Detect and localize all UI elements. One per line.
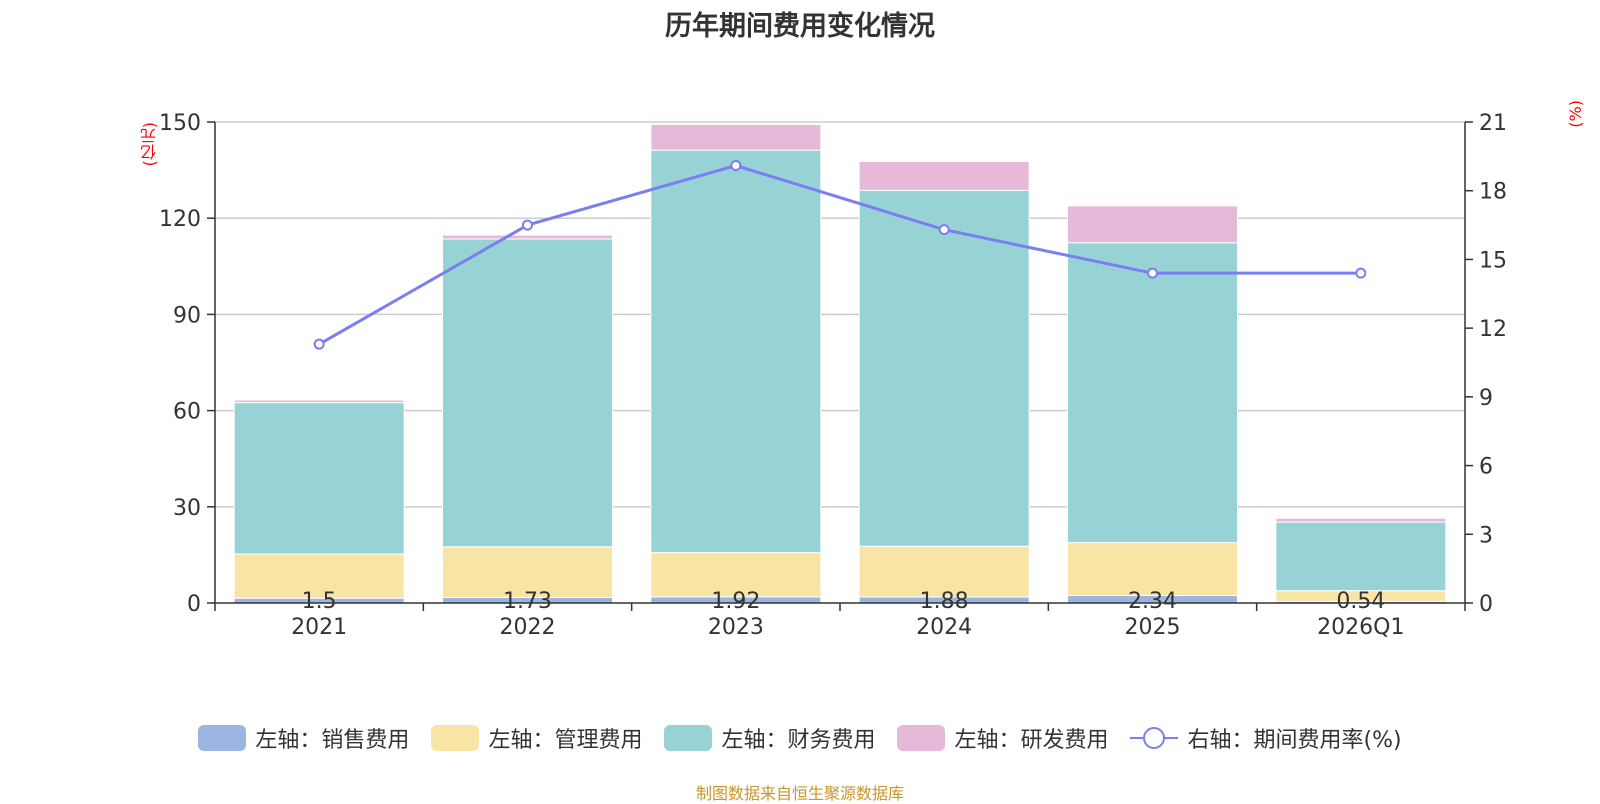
line-point (1147, 267, 1158, 279)
legend-swatch-rnd (897, 725, 946, 751)
right-axis-tick-label: 21 (1479, 111, 1507, 136)
left-axis-tick-label: 30 (173, 496, 201, 521)
x-axis-tick-label: 2026Q1 (1317, 615, 1404, 640)
bar-segment (233, 553, 405, 599)
legend-item-rnd[interactable]: 左轴：研发费用 (897, 722, 1108, 754)
x-axis-tick-label: 2023 (708, 615, 764, 640)
right-axis-tick-label: 9 (1479, 386, 1493, 411)
bar-segment (233, 399, 405, 404)
data-label: 1.73 (503, 589, 552, 614)
left-axis-tick-label: 120 (159, 207, 201, 232)
legend-item-admin[interactable]: 左轴：管理费用 (431, 722, 642, 754)
x-axis-tick-label: 2025 (1125, 615, 1181, 640)
left-axis-tick-label: 150 (159, 111, 201, 136)
bar-segment (1067, 205, 1238, 244)
line-point (938, 224, 950, 236)
bar-segment (858, 189, 1030, 547)
data-label: 2.34 (1128, 589, 1177, 614)
bar-segment (650, 149, 822, 554)
bar-segment (1275, 517, 1447, 523)
legend-swatch-sales (198, 725, 247, 751)
legend: 左轴：销售费用 左轴：管理费用 左轴：财务费用 左轴：研发费用 右轴：期间费用率… (0, 722, 1600, 754)
legend-item-expense-ratio[interactable]: 右轴：期间费用率(%) (1130, 722, 1402, 754)
bar-segment (650, 124, 822, 151)
x-axis-tick-label: 2021 (291, 615, 347, 640)
bar-segment (858, 545, 1030, 598)
legend-swatch-finance (664, 725, 713, 751)
right-axis-tick-label: 18 (1479, 180, 1507, 205)
bar-segment (1275, 521, 1447, 592)
chart-title: 历年期间费用变化情况 (665, 11, 935, 42)
right-axis-tick-label: 15 (1479, 248, 1507, 273)
legend-label-expense-ratio: 右轴：期间费用率(%) (1187, 728, 1402, 753)
right-axis-tick-label: 6 (1479, 455, 1493, 480)
right-axis-tick-label: 3 (1479, 523, 1493, 548)
bar-segment (442, 238, 613, 548)
bar-segment (650, 552, 822, 598)
legend-line-marker-icon (1130, 727, 1179, 749)
legend-label-sales: 左轴：销售费用 (255, 728, 410, 753)
legend-item-finance[interactable]: 左轴：财务费用 (664, 722, 875, 754)
bar-segment (1067, 242, 1238, 544)
legend-item-sales[interactable]: 左轴：销售费用 (198, 722, 409, 754)
left-axis-tick-label: 0 (187, 592, 201, 617)
data-label: 0.54 (1336, 589, 1385, 614)
legend-label-rnd: 左轴：研发费用 (954, 728, 1109, 753)
data-label: 1.88 (920, 589, 969, 614)
line-point (730, 160, 742, 172)
bar-segment (1067, 542, 1238, 596)
line-point (1355, 267, 1367, 279)
left-axis-tick-label: 90 (173, 303, 201, 328)
chart-canvas: 0 30 60 90 120 150 0 3 6 9 12 15 18 21 2021 2022 2023 202… (159, 111, 1507, 640)
source-note: 制图数据来自恒生聚源数据库 (695, 784, 904, 803)
legend-swatch-admin (431, 725, 480, 751)
right-axis-tick-label: 0 (1479, 592, 1493, 617)
bar-segment (233, 402, 405, 555)
left-axis-tick-label: 60 (173, 400, 201, 425)
bar-segment (442, 546, 613, 598)
series-line-expense-ratio (318, 163, 1361, 346)
x-axis-tick-label: 2022 (500, 615, 556, 640)
line-point (522, 219, 533, 231)
right-axis-tick-label: 12 (1479, 317, 1507, 342)
data-label: 1.92 (711, 589, 760, 614)
legend-label-finance: 左轴：财务费用 (721, 728, 876, 753)
bar-segment (858, 161, 1030, 191)
legend-label-admin: 左轴：管理费用 (488, 728, 643, 753)
x-axis-tick-label: 2024 (916, 615, 972, 640)
bar-segment (442, 234, 613, 240)
data-label: 1.5 (302, 589, 337, 614)
line-point (313, 338, 325, 350)
